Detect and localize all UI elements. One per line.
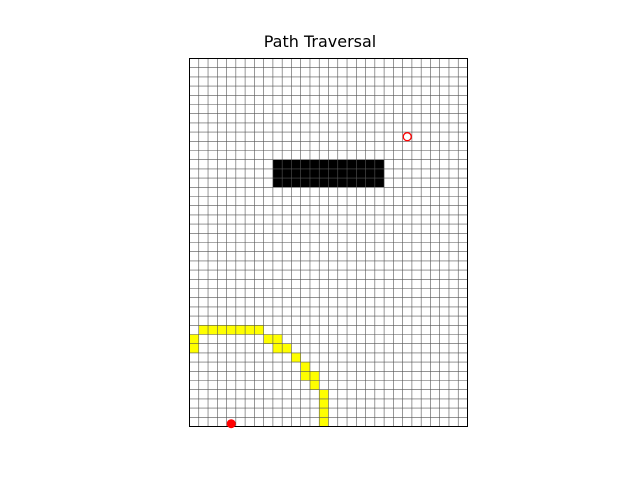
path-cell [226, 325, 236, 335]
plot-frame [189, 58, 468, 427]
path-cell [319, 417, 329, 427]
path-cell [272, 334, 283, 344]
path-cell [300, 362, 310, 372]
path-cell [282, 343, 292, 353]
path-cell [189, 343, 199, 353]
path-cell [198, 325, 209, 335]
path-cell [309, 371, 320, 381]
path-cell [217, 325, 227, 335]
goal-point-marker [402, 132, 412, 142]
path-cell [263, 334, 273, 344]
path-cell [254, 325, 264, 335]
path-cell [245, 325, 255, 335]
path-cell [309, 380, 320, 390]
path-cell [319, 398, 329, 409]
path-cell [300, 371, 310, 381]
path-cell [319, 389, 329, 399]
path-cell [291, 352, 301, 363]
path-cell [272, 343, 283, 353]
start-point-marker [226, 419, 236, 429]
path-cell [208, 325, 218, 335]
path-cell [189, 334, 199, 344]
chart-title: Path Traversal [263, 32, 377, 51]
path-cell [235, 325, 246, 335]
path-cell [319, 408, 329, 418]
